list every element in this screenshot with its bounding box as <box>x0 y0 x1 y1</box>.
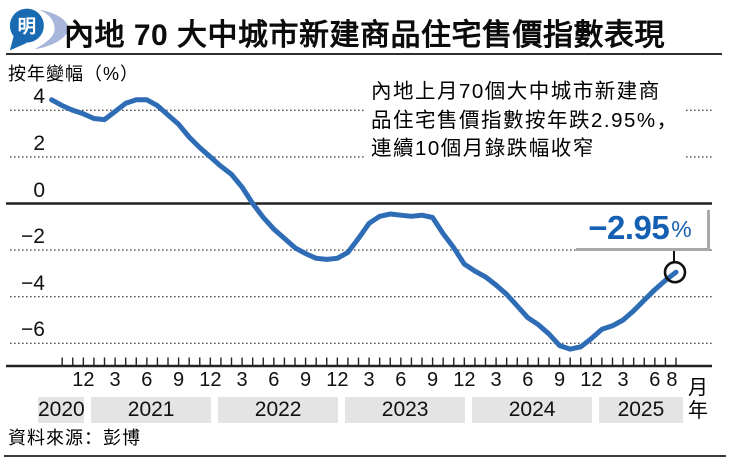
x-tick-label: 12 <box>580 369 603 391</box>
year-band: 2025 <box>598 397 683 423</box>
logo-swoosh-shape <box>34 9 70 50</box>
x-tick-label: 8 <box>666 369 678 391</box>
latest-value-callout: −2.95 % <box>573 207 707 248</box>
x-tick-label: 12 <box>199 369 222 391</box>
x-tick-label: 3 <box>109 369 121 391</box>
y-tick-label: 4 <box>33 85 45 109</box>
logo-bubble <box>9 8 44 43</box>
x-tick-label: 3 <box>236 369 248 391</box>
x-tick-label: 9 <box>427 369 439 391</box>
x-tick-label: 6 <box>649 369 661 391</box>
x-tick-label: 6 <box>395 369 407 391</box>
annotation-line: 內地上月70個大中城市新建商 <box>371 80 661 103</box>
last-point-marker <box>663 260 687 284</box>
mingpao-logo: 明 <box>9 8 70 51</box>
data-source: 資料來源：彭博 <box>8 428 141 448</box>
x-tick-label: 9 <box>554 369 566 391</box>
page-title: 內地 70 大中城市新建商品住宅售價指數表現 <box>64 19 666 52</box>
price-index-line <box>49 97 679 352</box>
year-band: 2020 <box>38 397 85 423</box>
callout-percent-sign: % <box>671 216 692 242</box>
annotation-text: 內地上月70個大中城市新建商 品住宅售價指數按年跌2.95%， 連續10個月錄跌… <box>366 77 684 165</box>
annotation-line: 品住宅售價指數按年跌2.95%， <box>371 108 679 132</box>
month-unit-label: 月 <box>688 377 708 399</box>
x-tick-label: 3 <box>363 369 375 391</box>
y-tick-label: −6 <box>21 318 45 342</box>
y-tick-label: 2 <box>33 131 45 155</box>
x-tick-label: 3 <box>490 369 502 391</box>
year-band: 2023 <box>344 397 466 423</box>
bottom-divider <box>4 455 726 457</box>
callout-value: −2.95 <box>588 208 670 246</box>
year-band: 2024 <box>471 397 593 423</box>
y-tick-label: −4 <box>21 271 45 295</box>
x-tick-label: 3 <box>617 369 629 391</box>
x-tick-label: 12 <box>326 369 349 391</box>
x-tick-label: 6 <box>268 369 280 391</box>
header-divider <box>6 53 722 56</box>
y-tick-label: −2 <box>21 225 45 249</box>
x-tick-label: 6 <box>522 369 534 391</box>
x-tick-label: 12 <box>72 369 95 391</box>
year-band: 2021 <box>90 397 212 423</box>
x-tick-label: 6 <box>141 369 153 391</box>
y-axis-unit-label: 按年變幅（%） <box>8 64 140 84</box>
y-tick-label: 0 <box>33 178 45 202</box>
logo-character: 明 <box>18 15 36 36</box>
year-band: 2022 <box>217 397 339 423</box>
x-tick-label: 12 <box>453 369 476 391</box>
year-unit-label: 年 <box>688 400 708 422</box>
annotation-line: 連續10個月錄跌幅收窄 <box>371 137 595 160</box>
x-tick-label: 9 <box>300 369 312 391</box>
x-tick-label: 9 <box>173 369 185 391</box>
logo-bubble-tail <box>9 33 27 51</box>
